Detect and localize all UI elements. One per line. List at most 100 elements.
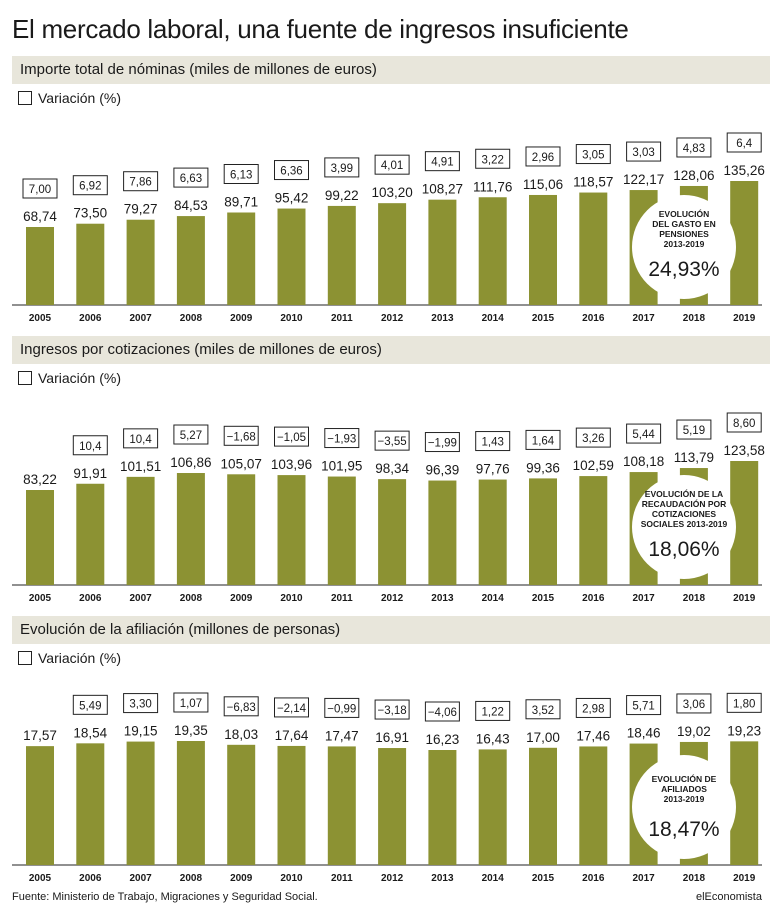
data-label: 16,91: [375, 730, 409, 745]
variation-box: [72, 175, 108, 196]
callout-title: 2013-2019: [664, 794, 705, 804]
data-label: 91,91: [73, 466, 107, 481]
variation-label: −1,99: [428, 438, 457, 450]
legend: Variación (%): [18, 370, 121, 386]
tick-label: 2007: [129, 593, 152, 604]
chart-panel-nominas: Importe total de nóminas (miles de millo…: [0, 56, 770, 331]
callout-title: RECAUDACIÓN POR: [642, 498, 727, 509]
data-label: 106,86: [170, 455, 211, 470]
data-label: 105,07: [221, 456, 262, 471]
legend-box: [18, 91, 32, 105]
variation-label: 6,36: [280, 166, 302, 178]
variation-box: [173, 692, 209, 713]
variation-label: 3,30: [129, 699, 151, 711]
tick-label: 2013: [431, 593, 454, 604]
tick-label: 2018: [683, 873, 706, 884]
data-label: 17,46: [576, 728, 610, 743]
variation-label: 6,13: [230, 169, 252, 181]
variation-box: [223, 696, 259, 717]
variation-label: 3,22: [482, 154, 504, 166]
tick-label: 2018: [683, 313, 706, 324]
bar: [227, 212, 256, 305]
tick-label: 2006: [79, 873, 102, 884]
tick-label: 2012: [381, 313, 404, 324]
variation-box: [22, 178, 58, 199]
tick-label: 2008: [180, 593, 203, 604]
data-label: 84,53: [174, 198, 208, 213]
variation-box: [223, 163, 259, 184]
bar: [227, 744, 256, 865]
callout-title: DEL GASTO EN: [652, 219, 715, 229]
variation-label: −3,18: [378, 705, 407, 717]
variation-box: [274, 697, 309, 718]
variation-label: 8,60: [733, 418, 755, 430]
data-label: 103,96: [271, 457, 312, 472]
data-label: 19,02: [677, 724, 711, 739]
variation-label: 6,4: [736, 138, 753, 150]
data-label: 115,06: [523, 177, 563, 192]
chart-panel-cotizaciones: Ingresos por cotizaciones (miles de mill…: [0, 336, 770, 611]
tick-label: 2011: [331, 873, 353, 884]
tick-label: 2005: [29, 593, 52, 604]
bar: [478, 749, 507, 865]
bar: [529, 194, 557, 305]
data-label: 98,34: [375, 461, 409, 476]
bar: [26, 227, 54, 305]
data-label: 102,59: [573, 458, 614, 473]
data-label: 73,50: [73, 206, 107, 221]
data-label: 108,27: [422, 182, 463, 197]
data-label: 111,76: [473, 179, 512, 194]
variation-box: [575, 144, 611, 165]
data-label: 103,20: [371, 185, 412, 200]
bar: [428, 750, 457, 865]
data-label: 99,22: [325, 188, 359, 203]
variation-label: 1,43: [482, 437, 504, 449]
data-label: 68,74: [23, 209, 57, 224]
data-label: 17,47: [325, 728, 359, 743]
variation-label: 1,07: [180, 698, 202, 710]
legend-label: Variación (%): [38, 90, 121, 106]
data-label: 19,23: [727, 723, 761, 738]
variation-label: 2,98: [582, 703, 604, 715]
variation-box: [676, 693, 712, 714]
data-label: 99,36: [526, 460, 560, 475]
data-label: 123,58: [724, 443, 765, 458]
callout-circle: [632, 475, 736, 579]
variation-box: [123, 428, 159, 449]
variation-box: [374, 154, 410, 175]
variation-label: −3,55: [378, 436, 407, 448]
variation-label: 2,96: [532, 152, 554, 164]
bar-chart-nominas: 2005 68,74 7,00 2006 73,50 6,92 2007 79,27 7,86 2…: [12, 132, 765, 324]
bar: [378, 748, 407, 865]
bar: [176, 473, 205, 585]
bar: [579, 476, 608, 585]
variation-label: 5,44: [632, 429, 655, 441]
bar: [76, 483, 105, 585]
tick-label: 2015: [532, 593, 555, 604]
tick-label: 2019: [733, 593, 756, 604]
tick-label: 2019: [733, 313, 756, 324]
variation-label: 5,49: [79, 700, 101, 712]
variation-label: 7,00: [29, 184, 51, 196]
tick-label: 2017: [632, 313, 655, 324]
bar-chart-afiliacion: 2005 17,57 2006 18,54 5,49 2007 19,15 3,30 2008 1…: [12, 692, 762, 884]
data-label: 122,17: [623, 172, 664, 187]
chart-header: Evolución de la afiliación (millones de …: [12, 616, 770, 644]
callout-circle: [632, 195, 736, 299]
tick-label: 2016: [582, 593, 605, 604]
variation-label: 3,26: [582, 433, 604, 445]
data-label: 113,79: [674, 450, 714, 465]
chart-panel-afiliacion: Evolución de la afiliación (millones de …: [0, 616, 770, 891]
bar: [327, 205, 356, 305]
variation-box: [676, 419, 712, 440]
data-label: 101,95: [321, 459, 362, 474]
variation-box: [726, 132, 762, 153]
variation-label: 10,4: [129, 434, 152, 446]
variation-box: [173, 424, 209, 445]
variation-box: [626, 423, 662, 444]
variation-box: [475, 431, 511, 452]
data-label: 17,00: [526, 730, 560, 745]
data-label: 16,43: [476, 731, 510, 746]
tick-label: 2012: [381, 593, 404, 604]
tick-label: 2010: [280, 313, 303, 324]
